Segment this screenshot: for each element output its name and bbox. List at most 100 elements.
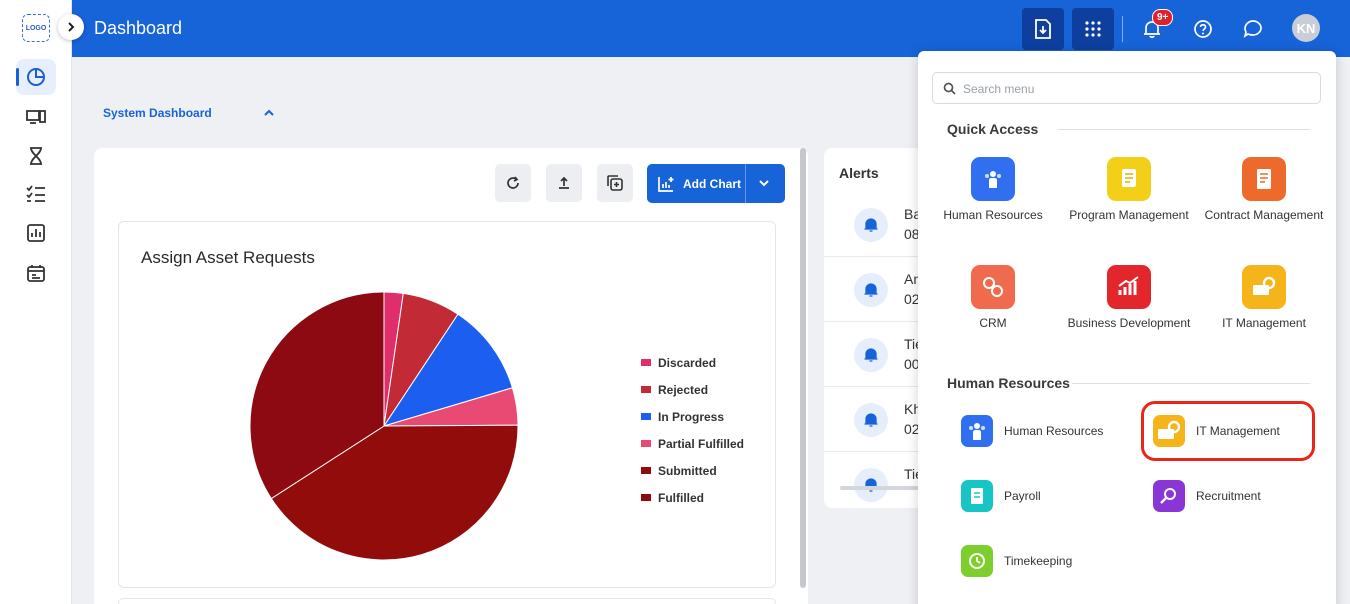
search-menu-box[interactable] (932, 72, 1321, 104)
grid-apps-icon (1085, 21, 1101, 37)
hr-menu-item[interactable]: IT Management (1153, 414, 1280, 448)
alert-item[interactable]: Kh 02 (824, 387, 934, 452)
report-icon (27, 224, 45, 242)
quick-access-label: Business Development (1067, 316, 1191, 330)
legend-item[interactable]: Discarded (641, 349, 744, 376)
notification-badge: 9+ (1152, 9, 1174, 26)
quick-access-label: CRM (979, 316, 1007, 330)
legend-label: Fulfilled (658, 490, 704, 505)
bell-icon (854, 208, 888, 242)
search-menu-input[interactable] (963, 79, 1303, 99)
legend-item[interactable]: Submitted (641, 457, 744, 484)
hr-menu-item[interactable]: Timekeeping (961, 544, 1072, 578)
alert-item[interactable]: Ba 08 (824, 192, 934, 257)
alert-date: 08 (904, 226, 920, 242)
page-title: Dashboard (94, 18, 183, 38)
legend-swatch (641, 440, 651, 447)
hr-menu-item[interactable]: Recruitment (1153, 479, 1261, 513)
rail-item-tasks[interactable] (16, 176, 56, 212)
hr-section-title: Human Resources (947, 375, 1070, 391)
hr-menu-label: Human Resources (1004, 424, 1104, 438)
top-header: Dashboard 9+ KN (72, 0, 1350, 57)
timekeeping-icon (961, 545, 993, 577)
chevron-down-icon[interactable] (757, 176, 771, 190)
alert-item[interactable]: Tie 00 (824, 322, 934, 387)
legend-label: Partial Fulfilled (658, 436, 745, 451)
pie-slice-in-progress[interactable] (382, 313, 514, 427)
chat-icon (1243, 20, 1262, 38)
expand-sidebar-button[interactable] (58, 14, 84, 40)
checklist-icon (26, 185, 45, 202)
bell-icon (854, 338, 888, 372)
quick-access-label: Human Resources (943, 208, 1043, 222)
hr-menu-label: Recruitment (1196, 489, 1261, 503)
quick-access-label: IT Management (1222, 316, 1306, 330)
people-icon (971, 157, 1015, 201)
quick-access-title: Quick Access (947, 121, 1039, 137)
refresh-button[interactable] (495, 164, 531, 202)
alert-item[interactable]: An 02 (824, 257, 934, 322)
refresh-icon (507, 176, 519, 189)
bell-icon (854, 403, 888, 437)
pie-slice-fulfilled[interactable] (249, 291, 385, 500)
legend-label: Submitted (658, 463, 717, 478)
export-button[interactable] (546, 164, 582, 202)
legend-item[interactable]: Rejected (641, 376, 744, 403)
chevron-up-icon[interactable] (263, 106, 275, 120)
hr-menu-label: Timekeeping (1004, 554, 1073, 568)
legend-item[interactable]: Fulfilled (641, 484, 744, 511)
rail-item-timer[interactable] (16, 138, 56, 174)
quick-access-tile[interactable]: Human Resources (928, 157, 1058, 223)
chat-button[interactable] (1238, 14, 1268, 44)
quick-access-tile[interactable]: IT Management (1199, 265, 1329, 331)
add-chart-button[interactable]: Add Chart (647, 164, 785, 203)
crm-icon (971, 265, 1015, 309)
help-button[interactable] (1188, 14, 1218, 44)
app-launcher-button[interactable] (1072, 8, 1114, 50)
left-rail: LOGO (0, 0, 72, 604)
user-avatar[interactable]: KN (1292, 14, 1320, 42)
pie-chart (249, 291, 519, 561)
rail-item-calendar[interactable] (16, 255, 56, 291)
growth-chart-icon (1107, 265, 1151, 309)
hr-menu-label: Payroll (1004, 489, 1041, 503)
main-scrollbar[interactable] (800, 148, 806, 588)
legend-item[interactable]: In Progress (641, 403, 744, 430)
bell-icon (854, 468, 888, 502)
rail-item-devices[interactable] (16, 99, 56, 135)
alerts-scrollbar[interactable] (840, 486, 920, 490)
notifications-button[interactable] (1137, 14, 1167, 44)
it-gear-icon (1242, 265, 1286, 309)
quick-access-tile[interactable]: Contract Management (1199, 157, 1329, 223)
legend-swatch (641, 467, 651, 474)
add-chart-label: Add Chart (683, 176, 741, 191)
highlight-annotation (1141, 401, 1315, 461)
hr-menu-item[interactable]: Payroll (961, 479, 1041, 513)
chart-title: Assign Asset Requests (141, 248, 315, 267)
download-button[interactable] (1022, 8, 1064, 50)
legend-swatch (641, 494, 651, 501)
bell-icon (1144, 21, 1160, 38)
add-chart-icon (658, 176, 674, 192)
devices-icon (26, 110, 46, 124)
people-icon (961, 415, 993, 447)
section-divider (1058, 129, 1310, 130)
chevron-right-icon (68, 22, 75, 32)
system-dashboard-label[interactable]: System Dashboard (103, 106, 212, 120)
alert-title: An (904, 271, 922, 287)
hr-menu-item[interactable]: Human Resources (961, 414, 1103, 448)
search-icon (943, 82, 956, 95)
alert-title: Ba (904, 206, 922, 222)
rail-item-reports[interactable] (16, 215, 56, 251)
hourglass-icon (30, 147, 42, 165)
quick-access-tile[interactable]: CRM (928, 265, 1058, 331)
add-copy-icon (607, 175, 623, 191)
next-chart-card (118, 598, 776, 604)
legend-label: In Progress (658, 409, 725, 424)
rail-item-dashboard[interactable] (16, 59, 56, 95)
chart-legend: Discarded Rejected In Progress Partial Fulf… (641, 349, 744, 511)
duplicate-button[interactable] (597, 164, 633, 202)
quick-access-tile[interactable]: Program Management (1064, 157, 1194, 223)
quick-access-tile[interactable]: Business Development (1064, 265, 1194, 331)
legend-item[interactable]: Partial Fulfilled (641, 430, 744, 457)
